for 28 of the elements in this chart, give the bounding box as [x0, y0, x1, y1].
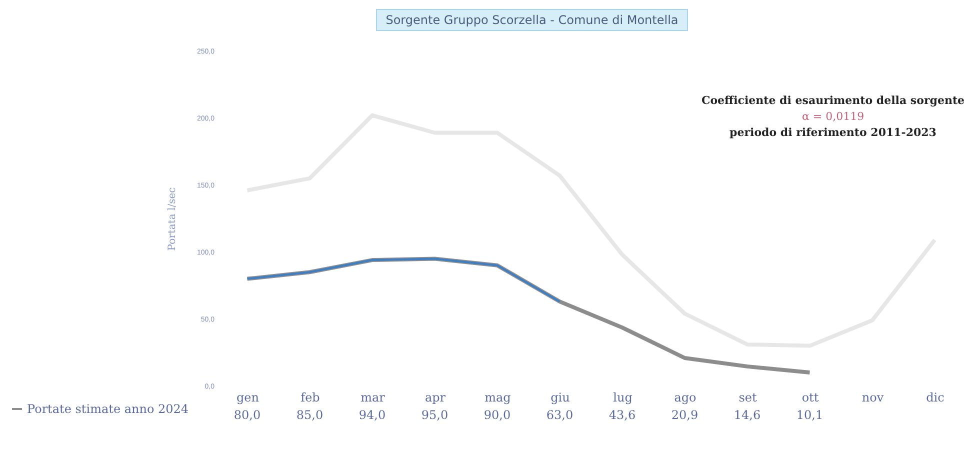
legend-label: Portate stimate anno 2024: [27, 402, 189, 416]
x-tick-label: lug: [613, 390, 633, 404]
y-axis-title: Portata l/sec: [166, 186, 178, 251]
data-label: 20,9: [671, 408, 698, 422]
data-label: 63,0: [546, 408, 574, 422]
data-label: 90,0: [484, 408, 511, 422]
data-label: 14,6: [734, 408, 761, 422]
x-tick-label: feb: [300, 390, 320, 404]
x-tick-label: nov: [862, 390, 884, 404]
annotation: periodo di riferimento 2011-2023: [730, 126, 936, 139]
data-label: 80,0: [234, 408, 261, 422]
annotation: α = 0,0119: [802, 110, 864, 123]
x-tick-label: mar: [360, 390, 386, 404]
x-tick-label: giu: [550, 390, 570, 404]
annotation: Coefficiente di esaurimento della sorgente: [701, 94, 965, 107]
data-label: 43,6: [608, 408, 636, 422]
data-label: 85,0: [296, 408, 324, 422]
data-label: 95,0: [421, 408, 448, 422]
data-label: 94,0: [358, 408, 386, 422]
x-tick-label: ago: [674, 390, 696, 404]
x-tick-label: mag: [484, 390, 512, 404]
x-tick-label: apr: [424, 390, 446, 404]
data-label: 10,1: [796, 408, 824, 422]
x-tick-label: dic: [926, 390, 945, 404]
x-tick-label: ott: [802, 390, 819, 404]
chart-title: Sorgente Gruppo Scorzella - Comune di Montella: [376, 9, 688, 31]
x-tick-label: gen: [236, 390, 260, 404]
x-tick-label: set: [738, 390, 757, 404]
